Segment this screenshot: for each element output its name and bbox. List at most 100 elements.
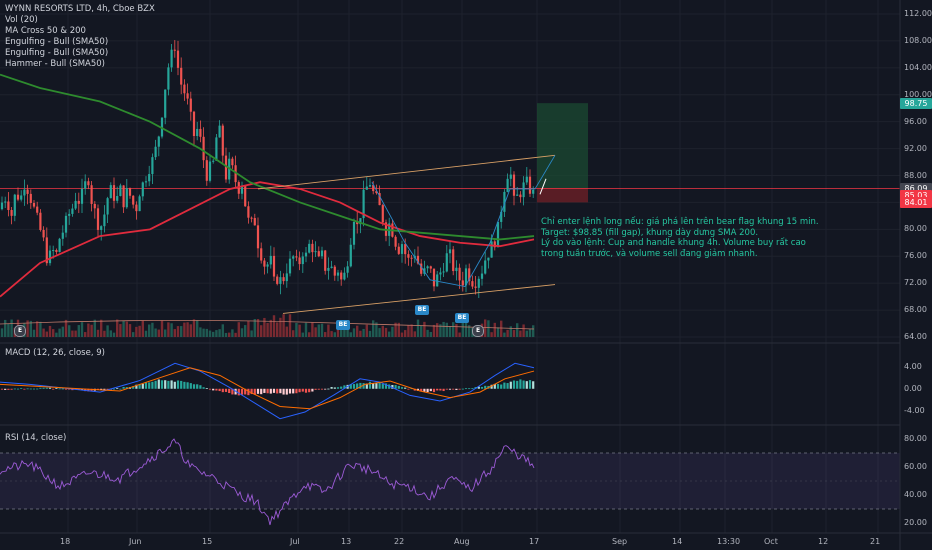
- candle-body: [327, 267, 330, 271]
- indicator-volume[interactable]: Vol (20): [5, 15, 38, 25]
- pattern-badge[interactable]: BE: [415, 305, 429, 315]
- macd-histogram-bar: [151, 381, 154, 389]
- macd-histogram-bar: [87, 388, 90, 392]
- indicator-ma-cross[interactable]: MA Cross 50 & 200: [5, 26, 86, 36]
- volume-bar: [368, 330, 372, 337]
- price-tick: 88.00: [904, 170, 927, 180]
- price-tag: 98.75: [900, 97, 932, 109]
- earnings-marker[interactable]: E: [472, 325, 484, 337]
- macd-histogram-bar: [330, 387, 333, 389]
- candle-body: [80, 188, 84, 204]
- volume-bar: [186, 322, 189, 337]
- candle-body: [455, 267, 458, 272]
- rsi-label[interactable]: RSI (14, close): [5, 433, 67, 443]
- candle-body: [311, 243, 314, 253]
- macd-histogram-bar: [452, 388, 455, 390]
- volume-bar: [493, 322, 496, 337]
- volume-bar: [116, 319, 119, 337]
- volume-bar: [420, 325, 423, 337]
- macd-histogram-bar: [192, 384, 196, 389]
- macd-histogram-bar: [167, 380, 170, 389]
- volume-bar: [304, 322, 308, 337]
- macd-histogram-bar: [314, 388, 317, 390]
- rsi-tick: 60.00: [904, 462, 927, 471]
- candle-body: [199, 128, 202, 137]
- macd-histogram-bar: [253, 388, 256, 395]
- trendline: [371, 155, 556, 288]
- macd-histogram-bar: [493, 383, 496, 389]
- volume-bar: [362, 328, 365, 337]
- candle-body: [528, 176, 532, 194]
- candle-body: [237, 182, 240, 194]
- pattern-badge[interactable]: BE: [336, 320, 350, 330]
- volume-bar: [410, 324, 413, 337]
- macd-histogram-bar: [365, 383, 368, 389]
- macd-histogram-bar: [295, 388, 298, 394]
- candle-body: [487, 257, 490, 261]
- volume-bar: [333, 332, 336, 337]
- indicator-engulfing-2[interactable]: Engulfing - Bull (SMA50): [5, 48, 109, 58]
- candle-body: [292, 256, 295, 259]
- position-stop-zone[interactable]: [537, 188, 588, 203]
- candle-body: [330, 266, 333, 268]
- volume-bar: [224, 332, 228, 337]
- macd-histogram-bar: [317, 388, 320, 390]
- macd-histogram-bar: [308, 388, 311, 393]
- symbol-title[interactable]: WYNN RESORTS LTD, 4h, Cboe BZX: [5, 4, 155, 14]
- volume-bar: [528, 328, 532, 337]
- macd-histogram-bar: [311, 388, 314, 392]
- candle-body: [52, 250, 55, 252]
- time-tick: Sep: [612, 537, 628, 546]
- macd-histogram-bar: [42, 387, 45, 389]
- macd-histogram-bar: [445, 388, 448, 390]
- candle-body: [480, 273, 484, 279]
- volume-bar: [183, 322, 186, 337]
- candle-body: [93, 203, 96, 209]
- candle-body: [68, 213, 71, 216]
- indicator-hammer[interactable]: Hammer - Bull (SMA50): [5, 59, 105, 69]
- volume-bar: [285, 326, 288, 337]
- volume-bar: [29, 320, 32, 337]
- candle-body: [336, 272, 340, 276]
- pattern-badge[interactable]: BE: [455, 313, 469, 323]
- macd-histogram-bar: [301, 388, 304, 392]
- volume-bar: [340, 326, 343, 337]
- candle-body: [58, 238, 61, 252]
- trendlines[interactable]: [257, 154, 556, 314]
- macd-histogram-bar: [39, 387, 42, 389]
- macd-histogram-bar: [183, 381, 186, 389]
- volume-bar: [458, 332, 461, 337]
- candle-body: [340, 272, 343, 280]
- time-tick: Jul: [290, 537, 300, 546]
- earnings-marker[interactable]: E: [14, 325, 26, 337]
- volume-bar: [487, 320, 490, 337]
- volume-bar: [356, 325, 359, 337]
- trade-note[interactable]: Chỉ enter lệnh long nếu: giá phá lên trê…: [541, 217, 831, 259]
- indicator-engulfing-1[interactable]: Engulfing - Bull (SMA50): [5, 37, 109, 47]
- candle-body: [512, 174, 516, 196]
- macd-histogram-bar: [237, 388, 240, 396]
- volume-bar: [157, 329, 160, 337]
- macd-histogram-bar: [404, 387, 407, 389]
- volume-bar: [84, 332, 87, 337]
- position-target-zone[interactable]: [537, 103, 588, 189]
- candle-body: [490, 241, 493, 258]
- macd-label[interactable]: MACD (12, 26, close, 9): [5, 348, 105, 358]
- macd-histogram-bar: [503, 382, 506, 389]
- volume-bar: [455, 324, 458, 337]
- time-tick: 13: [341, 537, 352, 546]
- time-tick: 14: [672, 537, 683, 546]
- macd-histogram-bar: [458, 388, 461, 390]
- candle-body: [276, 276, 279, 284]
- macd-histogram-bar: [202, 387, 205, 389]
- candle-body: [20, 195, 23, 200]
- volume-bar: [71, 330, 74, 337]
- macd-histogram-bar: [519, 379, 522, 389]
- macd-histogram-bar: [122, 386, 125, 389]
- candle-body: [477, 278, 480, 288]
- volume-bar: [80, 322, 84, 337]
- volume-bar: [388, 331, 391, 337]
- rsi-panel: [0, 438, 900, 526]
- candle-body: [96, 208, 100, 230]
